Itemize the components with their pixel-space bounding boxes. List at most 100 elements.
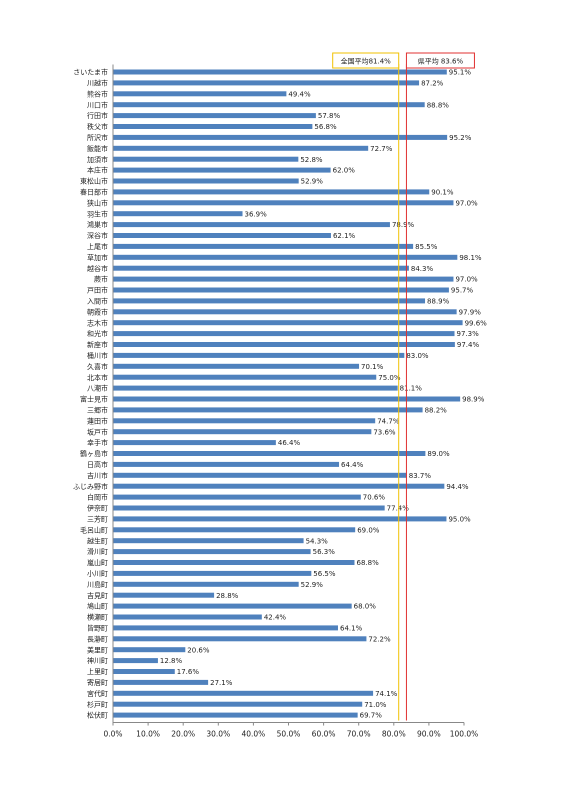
bar [113, 440, 276, 446]
category-label: 越生町 [87, 536, 108, 545]
category-label: 桶川市 [87, 351, 108, 360]
bar [113, 614, 262, 620]
category-label: 坂戸市 [87, 427, 108, 436]
category-label: 東松山市 [80, 177, 108, 186]
bar [113, 625, 338, 631]
bar [113, 494, 361, 500]
category-label: 本庄市 [87, 166, 108, 175]
bar [113, 549, 311, 555]
category-label: 皆野町 [87, 625, 108, 633]
value-label: 95.7% [451, 287, 474, 295]
category-label: 羽生市 [87, 209, 108, 218]
bar [113, 124, 313, 129]
category-label: 嵐山町 [87, 558, 108, 567]
bar [113, 712, 358, 718]
category-label: 行田市 [87, 111, 108, 120]
x-tick-label: 60.0% [312, 730, 336, 739]
bar [113, 669, 175, 674]
value-label: 95.0% [448, 516, 471, 524]
category-label: 三芳町 [87, 515, 108, 524]
value-label: 62.0% [333, 167, 356, 175]
value-label: 77.4% [387, 505, 410, 513]
category-label: 入間市 [87, 297, 108, 306]
category-label: 杉戸町 [87, 700, 108, 709]
value-label: 78.9% [392, 221, 415, 229]
category-label: 蓮田市 [87, 416, 108, 425]
value-label: 90.1% [431, 189, 454, 197]
category-label: 鳩山町 [87, 602, 108, 611]
value-label: 42.4% [264, 614, 287, 622]
bar [113, 167, 331, 173]
bar [113, 396, 461, 402]
bar [113, 658, 158, 664]
bar [113, 102, 425, 108]
value-label: 12.8% [160, 657, 183, 665]
category-label: 上尾市 [87, 242, 108, 251]
category-label: 飯能市 [87, 144, 108, 153]
value-label: 70.6% [363, 494, 386, 502]
bar [113, 483, 445, 489]
value-label: 94.4% [446, 483, 469, 491]
reference-label-box [405, 52, 475, 69]
category-label: 鶴ヶ島市 [80, 449, 108, 458]
value-label: 56.3% [313, 548, 336, 556]
bar [113, 451, 426, 456]
value-label: 68.0% [354, 603, 377, 611]
value-label: 69.7% [360, 712, 383, 720]
bar [113, 418, 376, 424]
value-label: 64.1% [340, 625, 363, 633]
value-label: 89.0% [427, 450, 450, 458]
bar [113, 690, 374, 696]
category-label: 朝霞市 [87, 307, 108, 316]
bar [113, 560, 355, 565]
category-label: 滑川町 [87, 547, 108, 556]
category-label: 川口市 [87, 100, 108, 109]
bar [113, 570, 312, 576]
bar [113, 233, 331, 238]
category-label: 長瀞町 [87, 634, 108, 643]
bar [113, 156, 299, 162]
bar [113, 91, 287, 97]
category-label: 日高市 [87, 460, 108, 469]
reference-label: 県平均 83.6% [418, 57, 464, 66]
value-label: 57.8% [318, 112, 341, 120]
x-tick-label: 50.0% [277, 730, 301, 739]
value-label: 54.3% [306, 537, 329, 545]
bar [113, 145, 369, 151]
category-label: 草加市 [87, 253, 108, 262]
value-label: 88.2% [425, 407, 448, 415]
value-label: 20.6% [187, 646, 210, 654]
value-label: 69.0% [357, 526, 380, 534]
category-label: 深谷市 [87, 231, 108, 240]
category-label: 所沢市 [87, 133, 108, 142]
value-label: 83.7% [409, 472, 432, 480]
category-label: 熊谷市 [87, 89, 108, 98]
bar [113, 309, 457, 315]
value-label: 81.1% [400, 385, 423, 393]
category-label: 神川町 [87, 656, 108, 665]
value-label: 56.5% [313, 570, 336, 578]
bar [113, 134, 448, 140]
category-label: 春日部市 [80, 188, 108, 197]
value-label: 36.9% [245, 210, 268, 218]
value-labels-group: 95.1% 87.2% 49.4% 88.8% 57.8% 56.8% 95.2% 72.7%… [160, 69, 487, 720]
reference-label: 全国平均81.4% [341, 57, 392, 66]
category-label: 蕨市 [94, 275, 108, 284]
value-label: 46.4% [278, 439, 301, 447]
value-label: 98.9% [462, 396, 485, 404]
bar [113, 265, 409, 271]
bar [113, 592, 215, 598]
bar [113, 701, 363, 707]
value-label: 97.0% [455, 199, 478, 207]
category-label: 宮代町 [87, 689, 108, 698]
value-label: 84.3% [411, 265, 434, 273]
value-label: 97.0% [455, 276, 478, 284]
category-label: 松伏町 [87, 711, 108, 720]
bars-group [113, 69, 463, 718]
value-label: 72.7% [370, 145, 393, 153]
x-tick-label: 0.0% [103, 730, 122, 739]
bar [113, 352, 405, 358]
value-label: 88.8% [427, 101, 450, 109]
bar [113, 298, 426, 304]
